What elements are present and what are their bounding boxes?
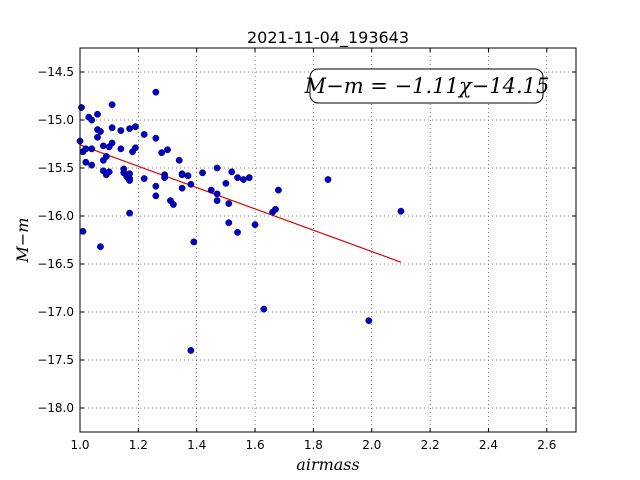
data-point [199, 169, 206, 177]
data-point [88, 161, 96, 169]
data-point [140, 130, 148, 138]
x-tick-label: 1.6 [246, 438, 265, 452]
y-tick-label: −17.5 [37, 353, 74, 367]
data-point [126, 209, 134, 217]
y-tick-label: −16.5 [37, 257, 74, 271]
data-point [88, 116, 96, 124]
data-point [97, 128, 104, 135]
data-point [245, 174, 253, 182]
data-point [213, 190, 221, 198]
y-tick-label: −15.0 [37, 113, 74, 127]
data-point [108, 139, 116, 147]
data-point [274, 186, 282, 194]
x-tick-label: 2.4 [479, 438, 498, 452]
data-point [117, 127, 125, 134]
x-tick-labels: 1.0 1.2 1.4 1.6 1.8 2.0 2.2 2.4 2.6 [70, 438, 556, 452]
plot-area [80, 48, 576, 432]
y-tick-label: −14.5 [37, 65, 74, 79]
data-point [105, 168, 113, 176]
data-point [152, 88, 160, 96]
data-point [397, 207, 405, 215]
y-tick-labels: −14.5 −15.0 −15.5 −16.0 −16.5 −17.0 −17.5 −18.0 [37, 65, 74, 415]
y-tick-label: −18.0 [37, 401, 74, 415]
data-point [272, 205, 279, 213]
plot-frame [79, 47, 577, 433]
y-tick-label: −15.5 [37, 161, 74, 175]
data-point [190, 238, 198, 246]
data-point [164, 146, 171, 154]
data-point [82, 158, 90, 166]
data-point [158, 149, 166, 157]
data-point [251, 221, 259, 229]
data-point [102, 153, 110, 160]
data-point [132, 123, 139, 131]
data-point [239, 176, 247, 183]
fit-line [79, 144, 402, 263]
data-point [225, 200, 233, 207]
x-tick-label: 1.8 [304, 438, 323, 452]
x-tick-label: 2.6 [537, 438, 556, 452]
annotation-box: M−m = −1.11χ−14.15 [304, 68, 550, 104]
data-point [99, 142, 107, 150]
data-point [178, 171, 186, 179]
data-point [365, 317, 373, 325]
y-axis-label: M−m [13, 218, 32, 264]
data-point [207, 186, 215, 194]
data-point [161, 174, 169, 182]
annotation-frame [309, 68, 544, 104]
data-point [152, 134, 160, 142]
data-point [78, 104, 85, 111]
chart-title: 2021-11-04_193643 [247, 28, 409, 48]
data-point [225, 219, 233, 227]
data-point [82, 145, 90, 153]
data-point [228, 168, 236, 176]
data-point [126, 125, 134, 133]
fit-equation: M−m = −1.11χ−14.15 [304, 74, 550, 98]
data-point [184, 172, 192, 180]
data-point [108, 124, 116, 132]
data-point [187, 180, 195, 188]
x-axis-label: airmass [296, 455, 359, 474]
data-point [178, 184, 186, 192]
data-point [169, 201, 177, 208]
fit-layer [79, 144, 402, 263]
y-tick-label: −17.0 [37, 305, 74, 319]
x-tick-label: 2.0 [362, 438, 381, 452]
data-point [132, 144, 139, 152]
data-point [152, 192, 160, 200]
data-point [213, 197, 221, 205]
data-point [213, 164, 221, 172]
data-point [234, 228, 241, 236]
data-point [97, 243, 104, 251]
data-point [120, 165, 128, 173]
data-point [94, 110, 101, 118]
data-point [234, 174, 241, 182]
y-tick-label: −16.0 [37, 209, 74, 223]
data-points [76, 88, 405, 354]
data-point [94, 133, 101, 141]
data-point [175, 156, 183, 164]
x-tick-label: 1.0 [70, 438, 89, 452]
data-point [260, 305, 268, 313]
data-point [324, 176, 332, 183]
x-tick-label: 2.2 [421, 438, 440, 452]
data-point [187, 346, 195, 354]
x-tick-label: 1.4 [187, 438, 206, 452]
data-point [140, 175, 148, 182]
data-point [222, 179, 230, 187]
data-point [117, 145, 125, 153]
axis-ticks [79, 48, 576, 432]
data-point [126, 177, 134, 184]
x-tick-label: 1.2 [129, 438, 148, 452]
data-point [88, 145, 96, 153]
data-point [108, 101, 116, 109]
data-point [152, 182, 160, 190]
data-point [126, 170, 134, 178]
data-point [79, 227, 87, 235]
